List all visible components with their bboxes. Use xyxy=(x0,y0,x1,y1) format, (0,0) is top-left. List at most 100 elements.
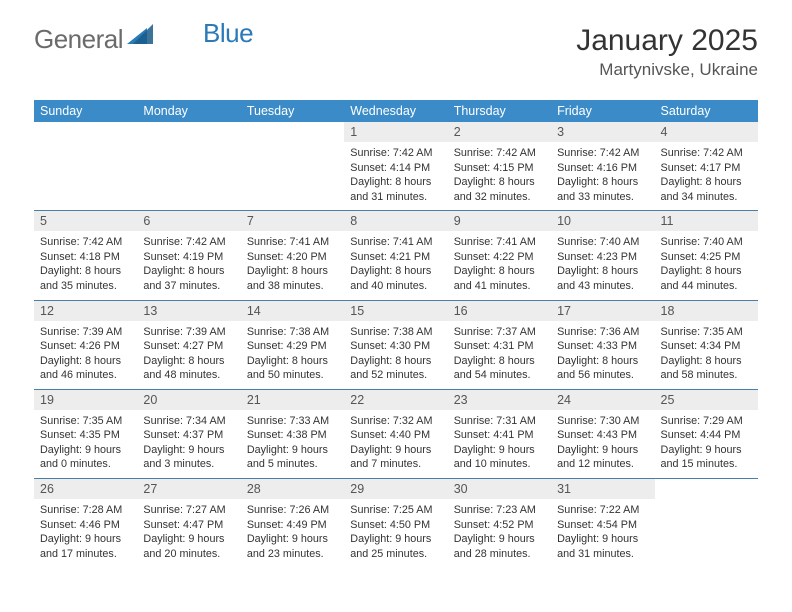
calendar-day-cell: 16Sunrise: 7:37 AMSunset: 4:31 PMDayligh… xyxy=(448,300,551,389)
calendar-day-cell: 15Sunrise: 7:38 AMSunset: 4:30 PMDayligh… xyxy=(344,300,447,389)
calendar-day-cell xyxy=(137,122,240,211)
day-details: Sunrise: 7:38 AMSunset: 4:29 PMDaylight:… xyxy=(241,321,344,389)
calendar-day-cell: 29Sunrise: 7:25 AMSunset: 4:50 PMDayligh… xyxy=(344,479,447,568)
day-details: Sunrise: 7:36 AMSunset: 4:33 PMDaylight:… xyxy=(551,321,654,389)
location-label: Martynivske, Ukraine xyxy=(576,60,758,80)
day-number: 31 xyxy=(551,479,654,499)
calendar-day-cell: 25Sunrise: 7:29 AMSunset: 4:44 PMDayligh… xyxy=(655,389,758,478)
calendar-week-row: 26Sunrise: 7:28 AMSunset: 4:46 PMDayligh… xyxy=(34,479,758,568)
day-details: Sunrise: 7:25 AMSunset: 4:50 PMDaylight:… xyxy=(344,499,447,567)
calendar-day-cell: 14Sunrise: 7:38 AMSunset: 4:29 PMDayligh… xyxy=(241,300,344,389)
weekday-header: Tuesday xyxy=(241,100,344,122)
day-details: Sunrise: 7:40 AMSunset: 4:25 PMDaylight:… xyxy=(655,231,758,299)
day-details: Sunrise: 7:28 AMSunset: 4:46 PMDaylight:… xyxy=(34,499,137,567)
day-details: Sunrise: 7:42 AMSunset: 4:16 PMDaylight:… xyxy=(551,142,654,210)
day-details: Sunrise: 7:42 AMSunset: 4:15 PMDaylight:… xyxy=(448,142,551,210)
day-number: 20 xyxy=(137,390,240,410)
calendar-day-cell: 28Sunrise: 7:26 AMSunset: 4:49 PMDayligh… xyxy=(241,479,344,568)
weekday-header-row: SundayMondayTuesdayWednesdayThursdayFrid… xyxy=(34,100,758,122)
page-header: General Blue January 2025 Martynivske, U… xyxy=(0,0,792,92)
calendar-day-cell: 8Sunrise: 7:41 AMSunset: 4:21 PMDaylight… xyxy=(344,211,447,300)
day-number: 7 xyxy=(241,211,344,231)
weekday-header: Sunday xyxy=(34,100,137,122)
day-details: Sunrise: 7:42 AMSunset: 4:19 PMDaylight:… xyxy=(137,231,240,299)
day-details: Sunrise: 7:41 AMSunset: 4:20 PMDaylight:… xyxy=(241,231,344,299)
day-number: 14 xyxy=(241,301,344,321)
calendar-day-cell: 7Sunrise: 7:41 AMSunset: 4:20 PMDaylight… xyxy=(241,211,344,300)
weekday-header: Friday xyxy=(551,100,654,122)
day-details: Sunrise: 7:27 AMSunset: 4:47 PMDaylight:… xyxy=(137,499,240,567)
day-details: Sunrise: 7:23 AMSunset: 4:52 PMDaylight:… xyxy=(448,499,551,567)
calendar-day-cell: 27Sunrise: 7:27 AMSunset: 4:47 PMDayligh… xyxy=(137,479,240,568)
day-number: 24 xyxy=(551,390,654,410)
calendar-day-cell: 19Sunrise: 7:35 AMSunset: 4:35 PMDayligh… xyxy=(34,389,137,478)
weekday-header: Wednesday xyxy=(344,100,447,122)
day-details: Sunrise: 7:40 AMSunset: 4:23 PMDaylight:… xyxy=(551,231,654,299)
day-details: Sunrise: 7:42 AMSunset: 4:14 PMDaylight:… xyxy=(344,142,447,210)
calendar-week-row: 1Sunrise: 7:42 AMSunset: 4:14 PMDaylight… xyxy=(34,122,758,211)
day-number: 30 xyxy=(448,479,551,499)
day-details: Sunrise: 7:26 AMSunset: 4:49 PMDaylight:… xyxy=(241,499,344,567)
day-details: Sunrise: 7:38 AMSunset: 4:30 PMDaylight:… xyxy=(344,321,447,389)
calendar-day-cell: 9Sunrise: 7:41 AMSunset: 4:22 PMDaylight… xyxy=(448,211,551,300)
calendar-day-cell: 1Sunrise: 7:42 AMSunset: 4:14 PMDaylight… xyxy=(344,122,447,211)
calendar-day-cell: 2Sunrise: 7:42 AMSunset: 4:15 PMDaylight… xyxy=(448,122,551,211)
calendar-day-cell: 20Sunrise: 7:34 AMSunset: 4:37 PMDayligh… xyxy=(137,389,240,478)
day-number: 23 xyxy=(448,390,551,410)
calendar-day-cell: 30Sunrise: 7:23 AMSunset: 4:52 PMDayligh… xyxy=(448,479,551,568)
day-number: 22 xyxy=(344,390,447,410)
day-number: 5 xyxy=(34,211,137,231)
day-number: 1 xyxy=(344,122,447,142)
day-details: Sunrise: 7:30 AMSunset: 4:43 PMDaylight:… xyxy=(551,410,654,478)
day-number: 19 xyxy=(34,390,137,410)
calendar-day-cell: 5Sunrise: 7:42 AMSunset: 4:18 PMDaylight… xyxy=(34,211,137,300)
day-number: 13 xyxy=(137,301,240,321)
day-number: 21 xyxy=(241,390,344,410)
day-number: 25 xyxy=(655,390,758,410)
day-number: 11 xyxy=(655,211,758,231)
day-number: 18 xyxy=(655,301,758,321)
day-details: Sunrise: 7:39 AMSunset: 4:26 PMDaylight:… xyxy=(34,321,137,389)
day-number: 2 xyxy=(448,122,551,142)
calendar-day-cell: 21Sunrise: 7:33 AMSunset: 4:38 PMDayligh… xyxy=(241,389,344,478)
calendar-day-cell: 6Sunrise: 7:42 AMSunset: 4:19 PMDaylight… xyxy=(137,211,240,300)
day-number: 4 xyxy=(655,122,758,142)
calendar-day-cell: 4Sunrise: 7:42 AMSunset: 4:17 PMDaylight… xyxy=(655,122,758,211)
brand-logo: General Blue xyxy=(34,24,207,55)
day-number: 26 xyxy=(34,479,137,499)
day-details: Sunrise: 7:35 AMSunset: 4:34 PMDaylight:… xyxy=(655,321,758,389)
day-details: Sunrise: 7:31 AMSunset: 4:41 PMDaylight:… xyxy=(448,410,551,478)
day-details: Sunrise: 7:22 AMSunset: 4:54 PMDaylight:… xyxy=(551,499,654,567)
day-number: 10 xyxy=(551,211,654,231)
calendar-day-cell: 12Sunrise: 7:39 AMSunset: 4:26 PMDayligh… xyxy=(34,300,137,389)
calendar-day-cell xyxy=(34,122,137,211)
day-details: Sunrise: 7:29 AMSunset: 4:44 PMDaylight:… xyxy=(655,410,758,478)
calendar-week-row: 12Sunrise: 7:39 AMSunset: 4:26 PMDayligh… xyxy=(34,300,758,389)
day-details: Sunrise: 7:33 AMSunset: 4:38 PMDaylight:… xyxy=(241,410,344,478)
day-number: 29 xyxy=(344,479,447,499)
day-details: Sunrise: 7:41 AMSunset: 4:21 PMDaylight:… xyxy=(344,231,447,299)
day-details: Sunrise: 7:37 AMSunset: 4:31 PMDaylight:… xyxy=(448,321,551,389)
brand-triangle-icon xyxy=(127,24,153,49)
calendar-day-cell: 18Sunrise: 7:35 AMSunset: 4:34 PMDayligh… xyxy=(655,300,758,389)
day-number: 16 xyxy=(448,301,551,321)
brand-text-1: General xyxy=(34,24,123,55)
brand-text-2: Blue xyxy=(203,18,253,49)
day-details: Sunrise: 7:35 AMSunset: 4:35 PMDaylight:… xyxy=(34,410,137,478)
day-details: Sunrise: 7:34 AMSunset: 4:37 PMDaylight:… xyxy=(137,410,240,478)
day-number: 8 xyxy=(344,211,447,231)
calendar-body: 1Sunrise: 7:42 AMSunset: 4:14 PMDaylight… xyxy=(34,122,758,567)
calendar-week-row: 5Sunrise: 7:42 AMSunset: 4:18 PMDaylight… xyxy=(34,211,758,300)
calendar-day-cell: 11Sunrise: 7:40 AMSunset: 4:25 PMDayligh… xyxy=(655,211,758,300)
day-details: Sunrise: 7:32 AMSunset: 4:40 PMDaylight:… xyxy=(344,410,447,478)
calendar-day-cell: 22Sunrise: 7:32 AMSunset: 4:40 PMDayligh… xyxy=(344,389,447,478)
day-details: Sunrise: 7:42 AMSunset: 4:17 PMDaylight:… xyxy=(655,142,758,210)
day-details: Sunrise: 7:41 AMSunset: 4:22 PMDaylight:… xyxy=(448,231,551,299)
day-number: 28 xyxy=(241,479,344,499)
calendar-day-cell: 3Sunrise: 7:42 AMSunset: 4:16 PMDaylight… xyxy=(551,122,654,211)
day-details: Sunrise: 7:42 AMSunset: 4:18 PMDaylight:… xyxy=(34,231,137,299)
calendar-day-cell: 17Sunrise: 7:36 AMSunset: 4:33 PMDayligh… xyxy=(551,300,654,389)
calendar-day-cell: 26Sunrise: 7:28 AMSunset: 4:46 PMDayligh… xyxy=(34,479,137,568)
weekday-header: Saturday xyxy=(655,100,758,122)
calendar-day-cell: 23Sunrise: 7:31 AMSunset: 4:41 PMDayligh… xyxy=(448,389,551,478)
